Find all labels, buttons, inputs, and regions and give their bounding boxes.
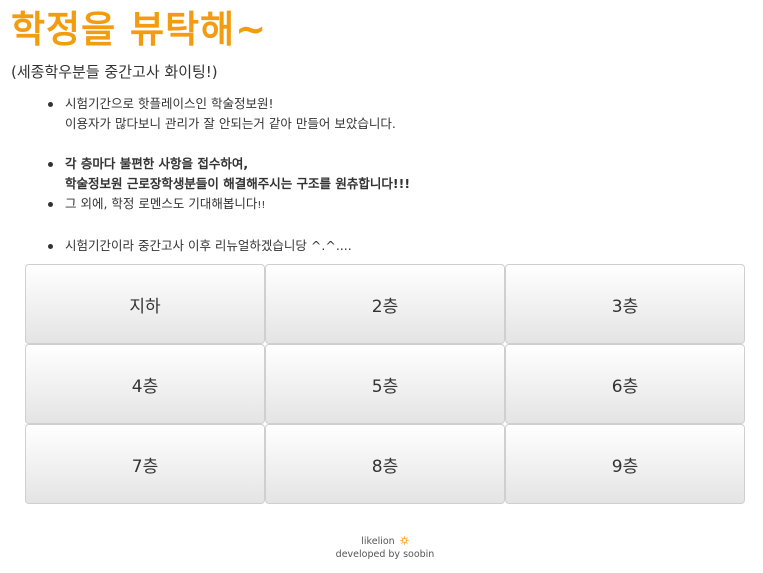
footer-credit: developed by soobin	[335, 549, 435, 560]
bullet-icon	[48, 102, 53, 107]
notice-exclaim: !!	[257, 200, 266, 211]
floor-button-8[interactable]: 8층	[265, 424, 505, 504]
floor-button-2[interactable]: 2층	[265, 264, 505, 344]
floor-button-9[interactable]: 9층	[505, 424, 745, 504]
notice-item: 그 외에, 학정 로멘스도 기대해봅니다!!	[48, 194, 410, 216]
floor-button-4[interactable]: 4층	[25, 344, 265, 424]
notice-item: 시험기간이라 중간고사 이후 리뉴얼하겠습니당 ^.^....	[48, 236, 410, 256]
notice-text: 시험기간이라 중간고사 이후 리뉴얼하겠습니당 ^.^....	[65, 238, 352, 253]
floor-button-5[interactable]: 5층	[265, 344, 505, 424]
notice-list: 시험기간으로 핫플레이스인 학술정보원! 이용자가 많다보니 관리가 잘 안되는…	[48, 94, 410, 256]
notice-text: 학술정보원 근로장학생분들이 해결해주시는 구조를 원츄합니다!!!	[65, 174, 410, 194]
floor-button-3[interactable]: 3층	[505, 264, 745, 344]
floor-button-grid: 지하 2층 3층 4층 5층 6층 7층 8층 9층	[25, 264, 746, 504]
notice-item: 시험기간으로 핫플레이스인 학술정보원! 이용자가 많다보니 관리가 잘 안되는…	[48, 94, 410, 134]
page-title: 학정을 뷰탁해~	[11, 8, 268, 51]
footer-brand-line: likelion	[0, 535, 763, 548]
floor-button-7[interactable]: 7층	[25, 424, 265, 504]
notice-text: 시험기간으로 핫플레이스인 학술정보원!	[65, 96, 274, 111]
notice-exclaim: !!!	[392, 176, 411, 191]
bullet-icon	[48, 244, 53, 249]
notice-text-main: 그 외에, 학정 로멘스도 기대해봅니다	[65, 196, 258, 211]
notice-item: 각 층마다 불편한 사항을 접수하여, 학술정보원 근로장학생분들이 해결해주시…	[48, 154, 410, 194]
notice-text: 이용자가 많다보니 관리가 잘 안되는거 같아 만들어 보았습니다.	[65, 116, 396, 131]
notice-text-main: 학술정보원 근로장학생분들이 해결해주시는 구조를 원츄합니다	[65, 176, 393, 191]
footer: likelion developed by soobin	[0, 535, 763, 561]
notice-text: 그 외에, 학정 로멘스도 기대해봅니다!!	[65, 194, 410, 216]
page-subtitle: (세종학우분들 중간고사 화이팅!)	[11, 63, 218, 81]
floor-button-6[interactable]: 6층	[505, 344, 745, 424]
bullet-icon	[48, 162, 53, 167]
notice-text: 각 층마다 불편한 사항을 접수하여,	[65, 156, 249, 171]
footer-brand: likelion	[361, 536, 395, 547]
sun-icon	[399, 536, 409, 545]
bullet-icon	[48, 202, 53, 207]
floor-button-basement[interactable]: 지하	[25, 264, 265, 344]
